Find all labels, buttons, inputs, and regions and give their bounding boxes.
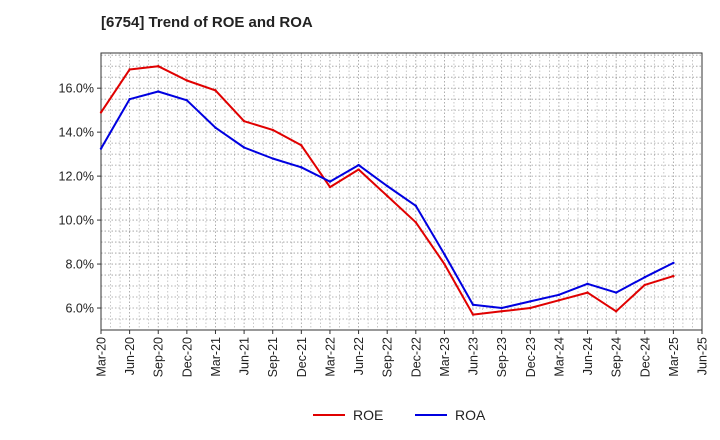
data-point-roe [128,68,131,71]
legend-label-roe: ROE [353,407,383,423]
data-point-roe [214,89,217,92]
x-tick-label: Jun-22 [352,337,366,375]
legend-label-roa: ROA [455,407,486,423]
x-tick-label: Mar-24 [552,337,566,377]
data-point-roa [99,147,103,150]
data-point-roe [614,310,618,313]
data-point-roa [128,97,131,101]
y-tick-label: 10.0% [59,214,94,228]
x-tick-label: Dec-24 [638,337,652,377]
data-point-roe [157,64,160,68]
data-point-roe [672,274,675,278]
x-tick-label: Jun-23 [467,337,481,375]
data-point-roe [414,221,418,224]
data-point-roa [443,252,446,256]
data-point-roe [271,128,274,132]
data-point-roe [557,299,561,302]
data-point-roa [672,261,675,265]
data-point-roa [614,291,618,294]
y-tick-label: 12.0% [59,170,94,184]
x-tick-label: Mar-25 [667,337,681,377]
data-point-roa [185,99,189,102]
x-tick-label: Jun-25 [696,337,710,375]
data-point-roe [471,313,475,316]
data-point-roa [586,282,589,286]
data-point-roe [357,168,360,171]
plot-background [101,53,702,330]
data-point-roa [557,293,561,297]
data-point-roa [357,163,360,167]
x-tick-label: Dec-22 [409,337,423,377]
data-point-roe [242,119,246,123]
x-tick-label: Jun-20 [123,337,137,375]
data-point-roe [385,194,389,198]
data-point-roe [185,79,189,82]
x-tick-label: Sep-23 [495,337,509,377]
data-point-roe [643,283,646,287]
data-point-roa [271,157,274,160]
x-tick-label: Dec-21 [295,337,309,377]
x-tick-label: Jun-21 [238,337,252,375]
x-tick-label: Sep-22 [381,337,395,377]
data-point-roa [414,204,418,207]
x-tick-label: Mar-20 [95,337,109,377]
y-tick-label: 6.0% [66,302,95,316]
data-point-roa [643,276,646,279]
data-point-roa [529,300,532,303]
legend-item-roa: ROA [415,407,486,423]
data-point-roa [242,146,246,149]
x-tick-label: Mar-22 [323,337,337,377]
x-tick-label: Sep-21 [266,337,280,377]
data-point-roa [500,306,503,310]
chart-title: [6754] Trend of ROE and ROA [101,14,313,31]
plot-frame [100,52,703,331]
data-point-roe [99,111,103,114]
data-point-roe [328,185,332,189]
data-point-roe [443,262,446,266]
y-tick-label: 14.0% [59,126,94,140]
data-point-roa [157,90,160,93]
x-tick-label: Dec-23 [524,337,538,377]
data-point-roa [385,184,389,188]
legend-item-roe: ROE [313,407,383,423]
data-point-roa [471,303,475,306]
x-tick-label: Sep-20 [152,337,166,377]
data-point-roe [529,306,532,310]
data-point-roa [300,166,303,169]
x-tick-label: Mar-21 [209,337,223,377]
x-tick-label: Dec-20 [180,337,194,377]
data-point-roa [328,180,332,183]
x-tick-label: Mar-23 [438,337,452,377]
data-point-roa [214,126,217,129]
data-point-roe [586,291,589,294]
y-tick-label: 8.0% [66,258,95,272]
data-point-roe [500,310,503,313]
x-tick-label: Jun-24 [581,337,595,375]
data-point-roe [300,144,303,147]
x-tick-label: Sep-24 [610,337,624,377]
y-tick-label: 16.0% [59,82,94,96]
